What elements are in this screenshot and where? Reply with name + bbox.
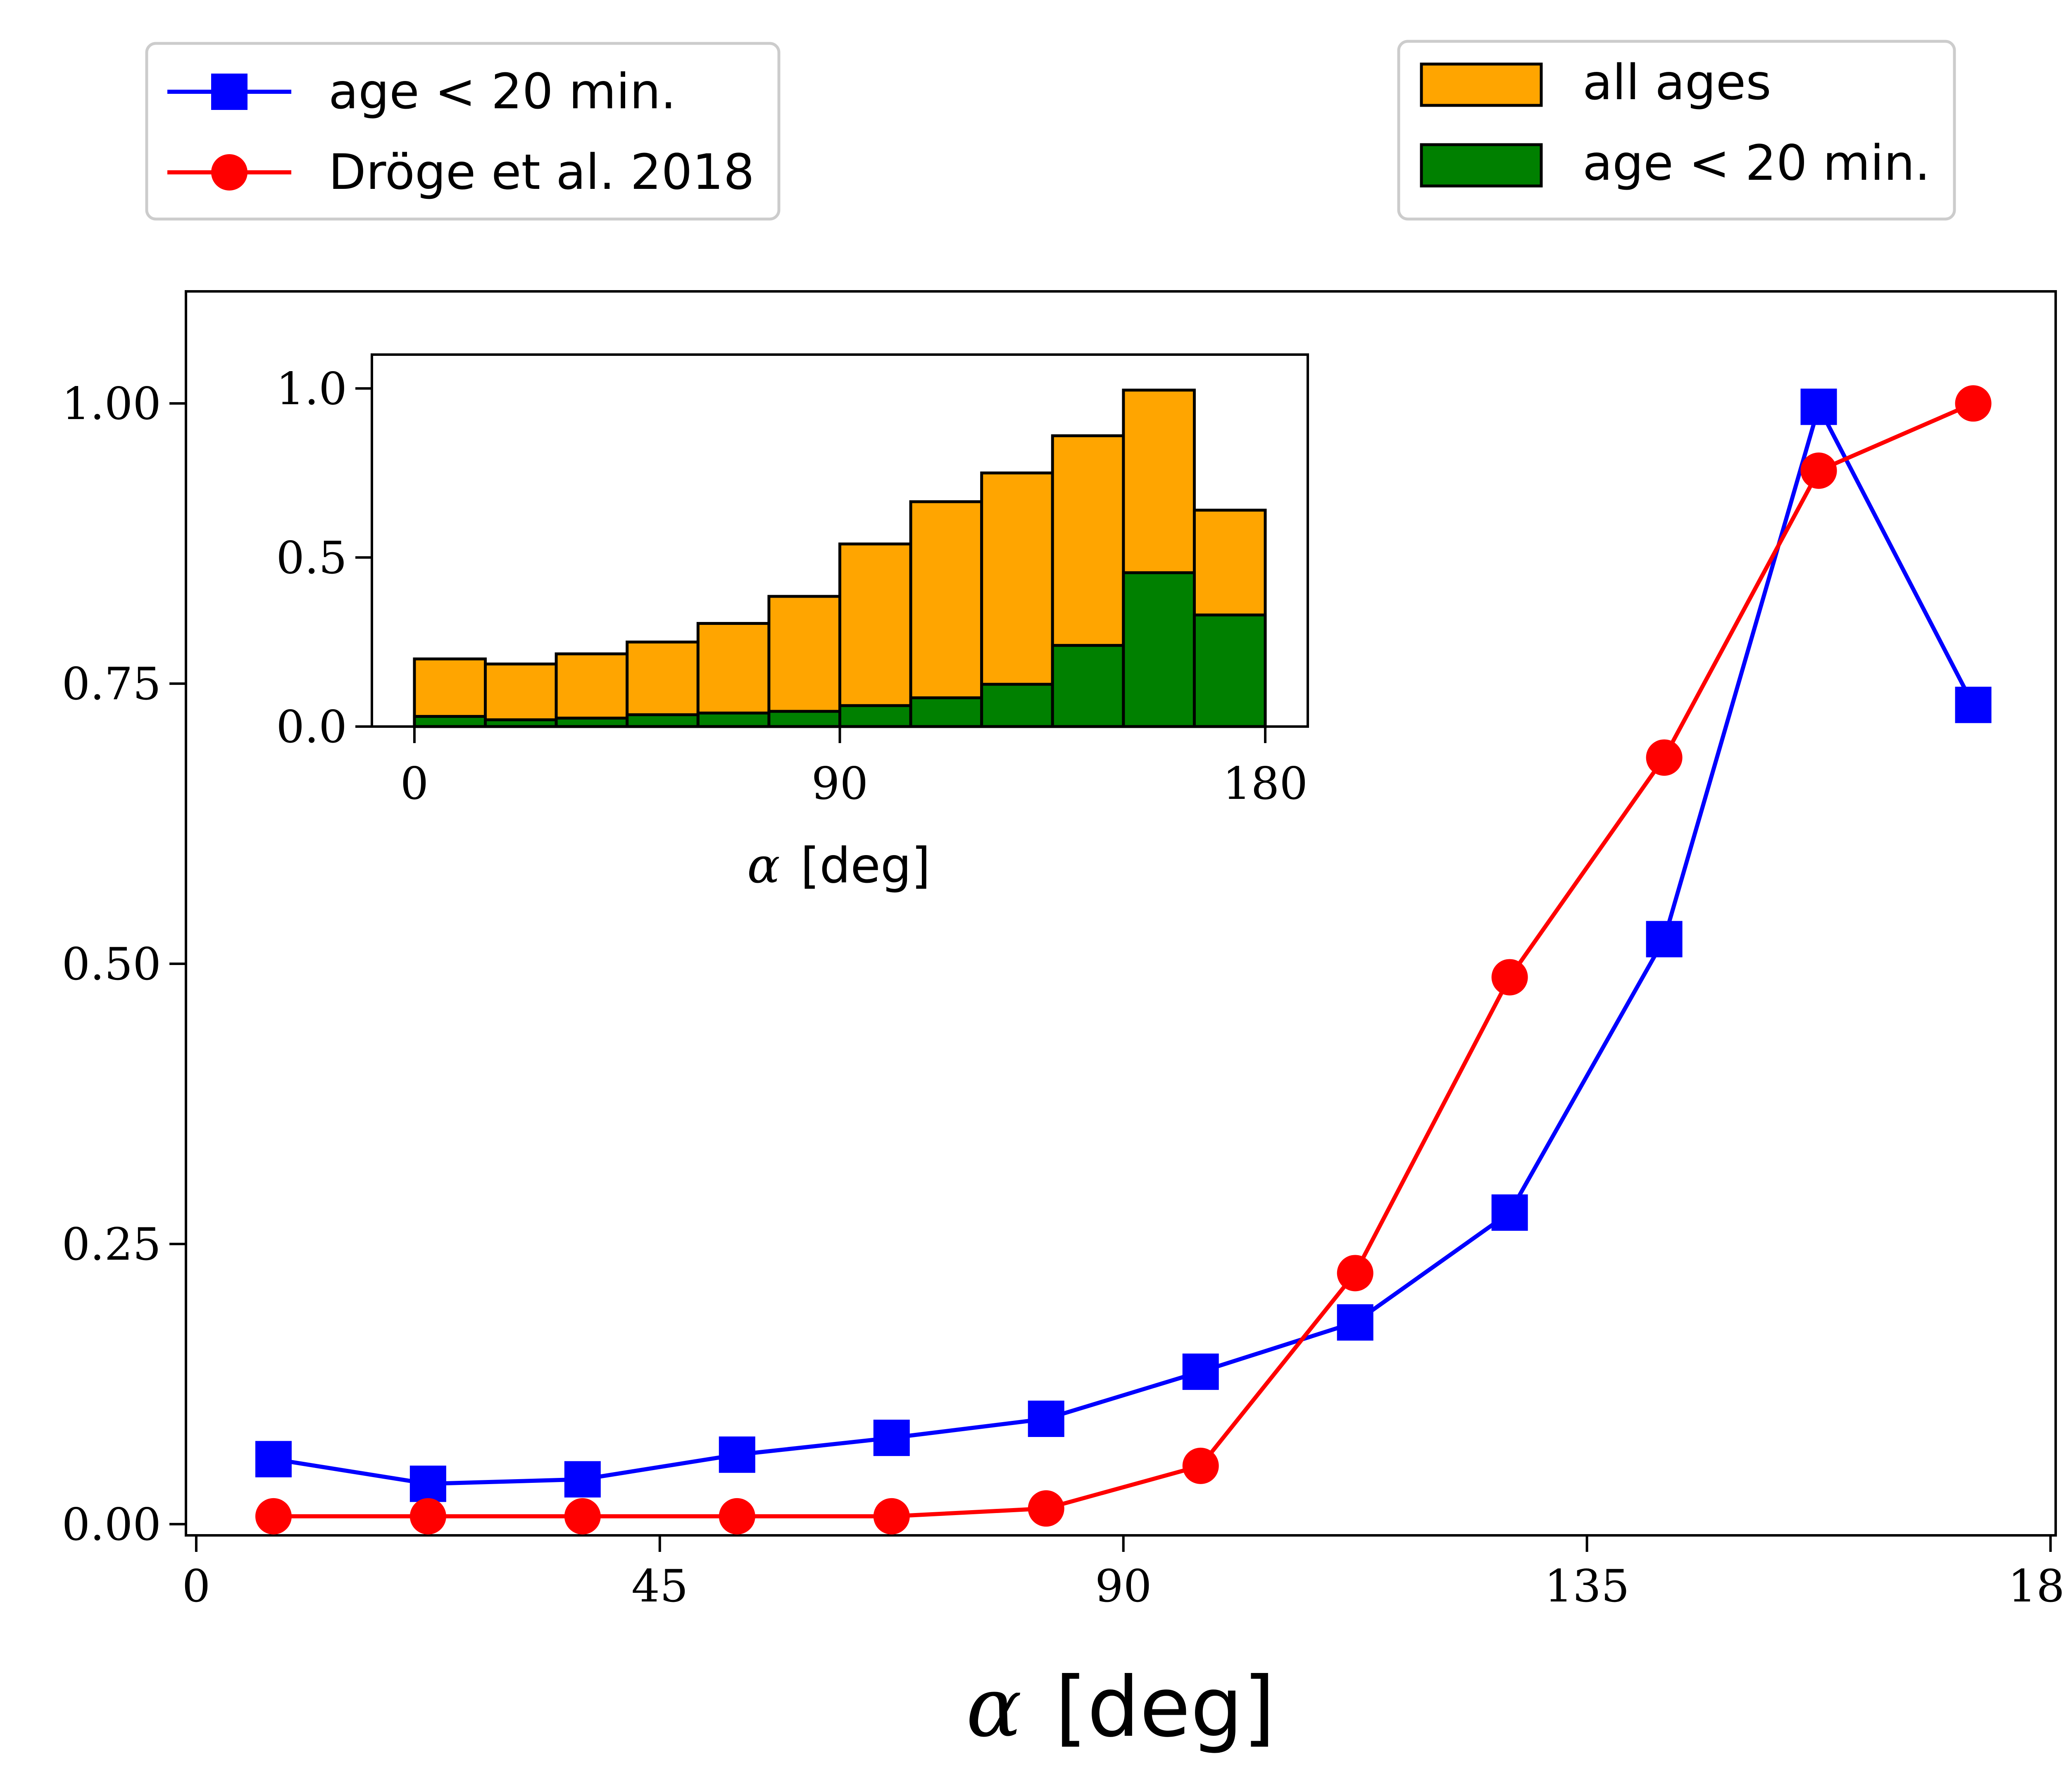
inset-plot: 0.0 0.5 1.0 0 90 180 α [deg] — [276, 353, 1309, 894]
legend-square-marker — [211, 74, 248, 110]
series-1-point — [255, 1441, 292, 1477]
inset-y-axis: 0.0 0.5 1.0 — [276, 363, 372, 753]
inset-y-tick-label: 0.0 — [276, 701, 347, 753]
inset-bar-all-ages — [696, 622, 771, 728]
main-x-axis-label-unit: [deg] — [1055, 1659, 1275, 1756]
inset-bar-young — [413, 715, 487, 728]
series-1-point — [719, 1436, 755, 1473]
inset-y-tick-label: 1.0 — [276, 363, 347, 415]
inset-bar-young — [626, 713, 700, 728]
series-2-point — [255, 1498, 292, 1535]
main-x-axis-label: α [deg] — [966, 1659, 1275, 1756]
legend-circle-marker — [211, 154, 248, 191]
main-series-layer — [255, 385, 1992, 1535]
main-x-tick-label: 135 — [1545, 1561, 1630, 1612]
inset-bar-young — [555, 717, 629, 728]
main-y-axis: 0.00 0.25 0.50 0.75 1.00 — [62, 378, 186, 1551]
series-2-point — [719, 1498, 755, 1535]
inset-bars-layer — [413, 388, 1267, 728]
inset-bar-all-ages — [555, 652, 629, 728]
series-2-point — [564, 1498, 601, 1535]
legend-bar-label-2: age < 20 min. — [1583, 134, 1930, 191]
inset-bar-all-ages — [838, 542, 912, 728]
series-1-point — [1955, 686, 1992, 723]
series-2-point — [1646, 739, 1683, 776]
main-y-tick-label: 0.00 — [62, 1499, 161, 1551]
main-x-tick-label: 45 — [631, 1561, 688, 1612]
legend-bar-label-1: all ages — [1583, 54, 1771, 111]
legend-bar-swatch-2 — [1420, 143, 1543, 188]
inset-bar-all-ages — [626, 640, 700, 728]
inset-bar-young — [1122, 571, 1196, 728]
series-1-point — [1337, 1304, 1373, 1341]
main-x-axis: 0 45 90 135 180 — [182, 1535, 2066, 1612]
main-y-tick-label: 1.00 — [62, 378, 161, 430]
series-1-point — [409, 1466, 446, 1502]
legend-line-box — [145, 42, 781, 221]
inset-bar-young — [838, 704, 912, 728]
main-y-tick-label: 0.25 — [62, 1219, 161, 1270]
inset-x-tick-label: 180 — [1223, 758, 1308, 810]
inset-x-axis-label-symbol: α — [747, 837, 780, 894]
inset-bar-young — [1192, 613, 1267, 728]
inset-bar-young — [767, 710, 841, 728]
series-2-point — [1800, 452, 1837, 489]
inset-bar-all-ages — [767, 595, 841, 728]
legend-bar-items: all ages age < 20 min. — [1420, 54, 1930, 191]
legend-bar-series: all ages age < 20 min. — [1397, 40, 1956, 221]
legend-line-series: age < 20 min. Dröge et al. 2018 — [145, 42, 781, 221]
series-2-point — [409, 1498, 446, 1535]
series-1-point — [1028, 1400, 1064, 1437]
inset-x-tick-label: 90 — [812, 758, 868, 810]
inset-bar-young — [909, 696, 983, 728]
series-1-point — [1646, 921, 1683, 958]
inset-bar-young — [980, 683, 1054, 728]
series-1-point — [1491, 1194, 1528, 1231]
series-2-point — [873, 1498, 910, 1535]
inset-bar-all-ages — [909, 500, 983, 728]
inset-x-axis-label-unit: [deg] — [800, 837, 930, 894]
inset-y-tick-label: 0.5 — [276, 532, 347, 584]
series-2-point — [1337, 1255, 1373, 1292]
series-2-point — [1182, 1447, 1219, 1484]
series-2-point — [1955, 385, 1992, 422]
legend-line-label-1: age < 20 min. — [328, 63, 676, 120]
inset-x-axis-label: α [deg] — [747, 837, 931, 894]
main-y-tick-label: 0.50 — [62, 939, 161, 990]
legend-line-label-2: Dröge et al. 2018 — [328, 143, 755, 200]
inset-bar-all-ages — [484, 662, 558, 728]
series-line-2 — [273, 401, 1974, 1518]
legend-bar-swatch-1 — [1420, 62, 1543, 107]
series-line-1 — [273, 405, 1975, 1486]
main-x-tick-label: 0 — [182, 1561, 211, 1612]
legend-line-items: age < 20 min. Dröge et al. 2018 — [167, 63, 755, 200]
series-2-point — [1028, 1490, 1064, 1527]
inset-x-tick-label: 0 — [400, 758, 429, 810]
main-y-tick-label: 0.75 — [62, 658, 161, 710]
series-1-point — [1182, 1354, 1219, 1390]
inset-bar-young — [1051, 644, 1125, 728]
main-x-tick-label: 90 — [1095, 1561, 1152, 1612]
main-plot-frame — [185, 290, 2057, 1537]
series-2-point — [1491, 959, 1528, 996]
series-1-point — [873, 1420, 910, 1456]
main-plot: 0.000.250.500.751.00 04590135180 α [deg] — [62, 290, 2066, 1756]
series-1-point — [1800, 388, 1837, 425]
inset-x-axis: 0 90 180 — [400, 727, 1308, 810]
inset-bar-young — [696, 711, 771, 728]
main-x-tick-label: 180 — [2008, 1561, 2066, 1612]
series-1-point — [564, 1461, 601, 1498]
main-x-axis-label-symbol: α — [966, 1659, 1022, 1756]
